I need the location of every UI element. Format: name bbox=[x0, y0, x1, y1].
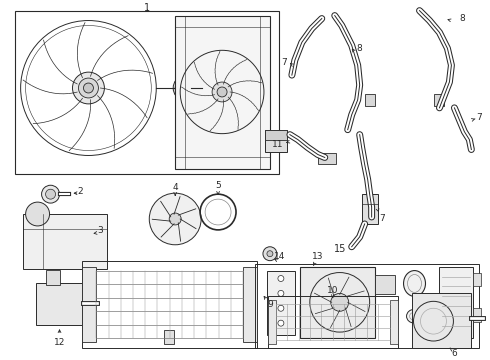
Bar bbox=[255, 264, 479, 348]
Circle shape bbox=[149, 193, 201, 245]
Bar bbox=[268, 296, 397, 348]
Circle shape bbox=[278, 320, 284, 326]
Text: 9: 9 bbox=[267, 300, 273, 309]
Ellipse shape bbox=[203, 79, 217, 97]
Bar bbox=[362, 194, 378, 224]
Circle shape bbox=[267, 251, 273, 257]
Bar bbox=[268, 300, 276, 344]
Bar bbox=[164, 330, 174, 344]
Text: 10: 10 bbox=[327, 286, 339, 295]
Bar bbox=[82, 261, 257, 348]
Bar bbox=[23, 214, 107, 269]
Circle shape bbox=[278, 291, 284, 296]
Bar bbox=[473, 273, 481, 287]
Text: 12: 12 bbox=[54, 338, 65, 347]
Text: 6: 6 bbox=[451, 350, 457, 359]
Bar bbox=[36, 283, 83, 325]
Ellipse shape bbox=[173, 77, 191, 99]
Circle shape bbox=[83, 83, 94, 93]
Bar bbox=[390, 300, 397, 344]
Bar bbox=[175, 15, 270, 169]
Circle shape bbox=[212, 82, 232, 102]
Circle shape bbox=[73, 72, 104, 104]
Bar bbox=[265, 130, 287, 152]
Bar bbox=[267, 271, 295, 335]
Text: 8: 8 bbox=[357, 44, 363, 53]
Text: 4: 4 bbox=[172, 183, 178, 192]
Circle shape bbox=[46, 189, 55, 199]
Circle shape bbox=[331, 293, 349, 311]
Text: 11: 11 bbox=[272, 140, 284, 149]
Text: 15: 15 bbox=[334, 244, 346, 254]
Text: 8: 8 bbox=[460, 14, 465, 23]
Text: 3: 3 bbox=[98, 226, 103, 235]
Ellipse shape bbox=[404, 271, 425, 296]
Bar bbox=[365, 94, 375, 106]
Text: 13: 13 bbox=[312, 252, 323, 261]
Text: 7: 7 bbox=[476, 113, 482, 122]
Bar bbox=[243, 267, 257, 342]
Text: 1: 1 bbox=[144, 3, 150, 13]
Text: 7: 7 bbox=[281, 58, 287, 67]
Bar bbox=[46, 270, 59, 285]
Circle shape bbox=[169, 213, 181, 225]
Bar bbox=[300, 267, 375, 338]
Bar bbox=[375, 275, 394, 294]
Ellipse shape bbox=[407, 309, 422, 323]
Bar bbox=[265, 130, 287, 140]
Circle shape bbox=[25, 202, 49, 226]
Circle shape bbox=[205, 83, 215, 93]
Circle shape bbox=[78, 78, 98, 98]
Bar bbox=[82, 267, 97, 342]
Circle shape bbox=[42, 185, 59, 203]
Circle shape bbox=[263, 247, 277, 261]
Circle shape bbox=[278, 275, 284, 282]
Text: 5: 5 bbox=[215, 181, 221, 190]
Bar bbox=[473, 308, 481, 322]
Text: 14: 14 bbox=[274, 252, 286, 261]
Bar bbox=[15, 10, 279, 174]
Circle shape bbox=[217, 87, 227, 97]
Circle shape bbox=[175, 81, 189, 95]
Bar bbox=[412, 293, 471, 348]
Bar bbox=[318, 153, 336, 165]
Bar bbox=[440, 267, 473, 338]
Circle shape bbox=[278, 305, 284, 311]
Text: 7: 7 bbox=[379, 215, 385, 224]
Bar bbox=[435, 94, 444, 106]
Text: 2: 2 bbox=[77, 187, 83, 196]
